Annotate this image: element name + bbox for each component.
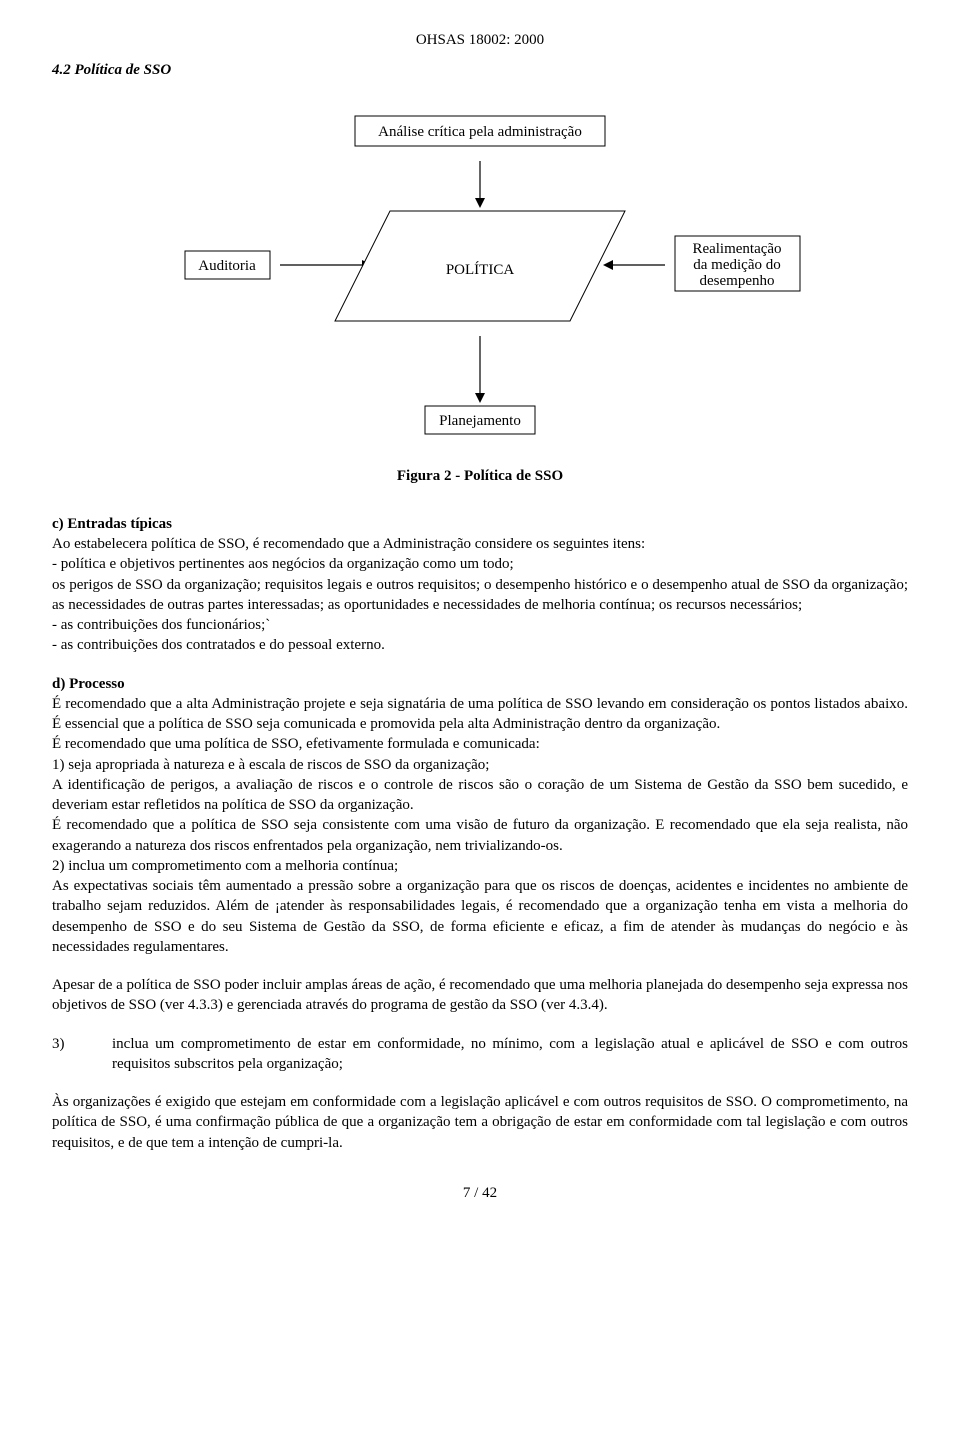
page-header-standard: OHSAS 18002: 2000 [52,30,908,50]
bottom-box-label: Planejamento [439,413,521,429]
d-body-6: Apesar de a política de SSO poder inclui… [52,975,908,1016]
right-box-line3: desempenho [700,273,775,289]
diagram-container: Análise crítica pela administração Audit… [52,106,908,446]
flowchart-diagram: Análise crítica pela administração Audit… [130,106,830,446]
top-box-label: Análise crítica pela administração [378,124,582,140]
center-para-label: POLÍTICA [446,261,514,278]
d-item-3: 3) inclua um comprometimento de estar em… [52,1034,908,1075]
d-body-1: É recomendado que a alta Administração p… [52,694,908,735]
d-body-7: Às organizações é exigido que estejam em… [52,1092,908,1153]
section-title: 4.2 Política de SSO [52,60,908,80]
c-section: c) Entradas típicas [52,514,908,534]
d-body-3: A identificação de perigos, a avaliação … [52,775,908,816]
d-body-4: É recomendado que a política de SSO seja… [52,815,908,856]
figure-caption: Figura 2 - Política de SSO [52,466,908,486]
c-body-4: - as contribuições dos funcionários;` [52,615,908,635]
c-body-1: Ao estabelecera política de SSO, é recom… [52,534,908,554]
d-item-1: 1) seja apropriada à natureza e à escala… [52,755,908,775]
right-box-line2: da medição do [693,257,780,273]
d-body-2: É recomendado que uma política de SSO, e… [52,734,908,754]
c-body-2: - política e objetivos pertinentes aos n… [52,554,908,574]
page-footer: 7 / 42 [52,1183,908,1203]
c-title: c) Entradas típicas [52,516,172,532]
left-box-label: Auditoria [198,258,256,274]
right-box-line1: Realimentação [692,241,781,257]
d-item3-num: 3) [52,1034,112,1075]
c-body-3: os perigos de SSO da organização; requis… [52,575,908,616]
d-body-5: As expectativas sociais têm aumentado a … [52,876,908,957]
d-title: d) Processo [52,676,125,692]
c-body-5: - as contribuições dos contratados e do … [52,635,908,655]
d-section: d) Processo [52,674,908,694]
d-item3-text: inclua um comprometimento de estar em co… [112,1034,908,1075]
d-item-2: 2) inclua um comprometimento com a melho… [52,856,908,876]
